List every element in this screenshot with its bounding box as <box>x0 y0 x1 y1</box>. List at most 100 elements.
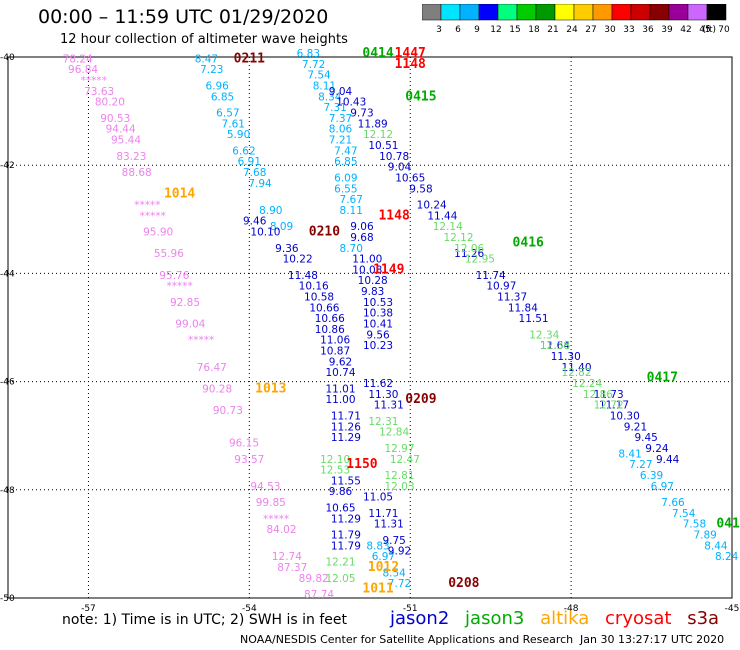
wave-height-point: 10.53 <box>363 297 393 309</box>
wave-height-point: ***** <box>263 513 289 525</box>
wave-height-point: 11.51 <box>519 313 549 325</box>
y-tick-label: -48 <box>0 486 15 496</box>
wave-height-point: 7.23 <box>200 64 223 76</box>
chart-subtitle: 12 hour collection of altimeter wave hei… <box>60 32 348 47</box>
wave-height-point: 7.72 <box>302 59 325 71</box>
wave-height-point: 6.85 <box>211 91 234 103</box>
footer-credit: NOAA/NESDIS Center for Satellite Applica… <box>240 633 574 646</box>
pass-time-label: 1148 <box>378 208 409 223</box>
wave-height-point: 11.62 <box>363 378 393 390</box>
colorbar-label: 3 <box>436 25 442 35</box>
wave-height-point: 95.44 <box>111 135 141 147</box>
wave-height-point: 8.54 <box>382 567 406 579</box>
wave-height-point: ***** <box>188 335 214 347</box>
wave-height-point: 7.94 <box>248 178 272 190</box>
wave-height-point: 10.97 <box>486 281 516 293</box>
wave-height-point: 10.22 <box>283 254 313 266</box>
wave-height-point: 10.74 <box>325 367 355 379</box>
wave-height-point: 6.57 <box>216 108 239 120</box>
wave-height-point: 8.09 <box>270 221 293 233</box>
wave-height-point: 9.75 <box>382 535 405 547</box>
wave-height-point: 7.27 <box>629 459 652 471</box>
wave-height-point: 11.64 <box>540 340 570 352</box>
wave-height-point: 11.79 <box>331 540 361 552</box>
wave-height-point: 7.66 <box>661 497 685 509</box>
wave-height-point: 6.97 <box>651 481 674 493</box>
wave-height-point: 10.66 <box>309 302 339 314</box>
wave-height-point: 83.23 <box>116 151 146 163</box>
pass-time-label: 0417 <box>647 371 678 386</box>
wave-height-point: 9.24 <box>645 443 669 455</box>
wave-height-point: 12.84 <box>379 427 409 439</box>
wave-height-point: 96.84 <box>68 64 98 76</box>
wave-height-point: 95.76 <box>159 270 189 282</box>
y-tick-label: -44 <box>0 269 15 279</box>
wave-height-point: ***** <box>134 199 160 211</box>
colorbar-label: 39 <box>661 25 673 35</box>
wave-height-point: 11.29 <box>331 513 361 525</box>
wave-height-point: 10.24 <box>417 199 447 211</box>
wave-height-point: 8.70 <box>340 243 363 255</box>
wave-height-point: 8.24 <box>715 551 739 563</box>
wave-height-point: 11.55 <box>331 475 361 487</box>
legend-altika: altika <box>540 608 590 629</box>
wave-height-point: 10.51 <box>368 140 398 152</box>
pass-time-label: 1014 <box>164 187 195 202</box>
wave-height-point: 90.73 <box>213 405 243 417</box>
wave-height-point: 89.82 <box>299 573 329 585</box>
wave-height-point: 11.29 <box>331 432 361 444</box>
wave-height-point: 11.74 <box>476 270 506 282</box>
wave-height-point: 11.00 <box>325 394 355 406</box>
legend-jason3: jason3 <box>465 608 525 629</box>
wave-height-point: 12.03 <box>384 481 414 493</box>
wave-height-point: 11.30 <box>368 389 398 401</box>
wave-height-point: 80.20 <box>95 97 125 109</box>
wave-height-point: 9.36 <box>275 243 299 255</box>
wave-height-point: 12.06 <box>454 243 484 255</box>
wave-height-point: 8.44 <box>704 540 728 552</box>
wave-height-point: 7.21 <box>329 135 352 147</box>
wave-height-point: 12.14 <box>433 221 463 233</box>
wave-height-point: 7.72 <box>388 578 411 590</box>
wave-height-point: 99.85 <box>256 497 286 509</box>
wave-height-point: 8.41 <box>618 448 641 460</box>
wave-height-point: 9.86 <box>329 486 353 498</box>
wave-height-point: 94.44 <box>106 124 136 136</box>
wave-height-point: 9.04 <box>329 86 353 98</box>
wave-height-point: 7.58 <box>683 519 706 531</box>
wave-height-point: 12.10 <box>320 454 350 466</box>
colorbar-label: 24 <box>566 25 578 35</box>
wave-height-point: 11.17 <box>599 400 629 412</box>
wave-height-point: 7.67 <box>340 194 363 206</box>
wave-height-point: 12.97 <box>384 443 414 455</box>
wave-height-point: 7.54 <box>307 70 331 82</box>
units-note: note: 1) Time is in UTC; 2) SWH is in fe… <box>62 612 348 628</box>
wave-height-point: 9.04 <box>388 162 412 174</box>
wave-height-point: 12.72 <box>594 400 624 412</box>
colorbar-swatch <box>706 4 727 21</box>
wave-height-point: 9.45 <box>634 432 657 444</box>
pass-time-label: 1011 <box>362 582 393 597</box>
wave-height-point: 12.74 <box>272 551 302 563</box>
wave-height-point: 11.31 <box>374 400 404 412</box>
wave-height-point: 9.21 <box>624 421 647 433</box>
wave-height-point: 9.62 <box>329 356 352 368</box>
wave-height-point: 11.26 <box>454 248 484 260</box>
pass-time-label: 0415 <box>405 89 436 104</box>
wave-height-point: 73.63 <box>84 86 114 98</box>
wave-height-point: 12.31 <box>368 416 398 428</box>
wave-height-point: 10.65 <box>395 172 425 184</box>
wave-height-point: 12.53 <box>320 465 350 477</box>
wave-height-point: 11.26 <box>331 421 361 433</box>
pass-time-label: 0211 <box>234 51 265 66</box>
wave-height-point: 11.40 <box>561 362 591 374</box>
wave-height-point: 7.37 <box>329 113 352 125</box>
wave-height-point: 8.11 <box>340 205 363 217</box>
wave-height-point: 5.90 <box>227 129 250 141</box>
wave-height-point: 6.55 <box>334 183 357 195</box>
wave-height-point: 11.44 <box>427 210 457 222</box>
colorbar-label: 42 <box>680 25 691 35</box>
wave-height-point: 8.83 <box>366 540 389 552</box>
wave-height-point: 9.83 <box>361 286 384 298</box>
